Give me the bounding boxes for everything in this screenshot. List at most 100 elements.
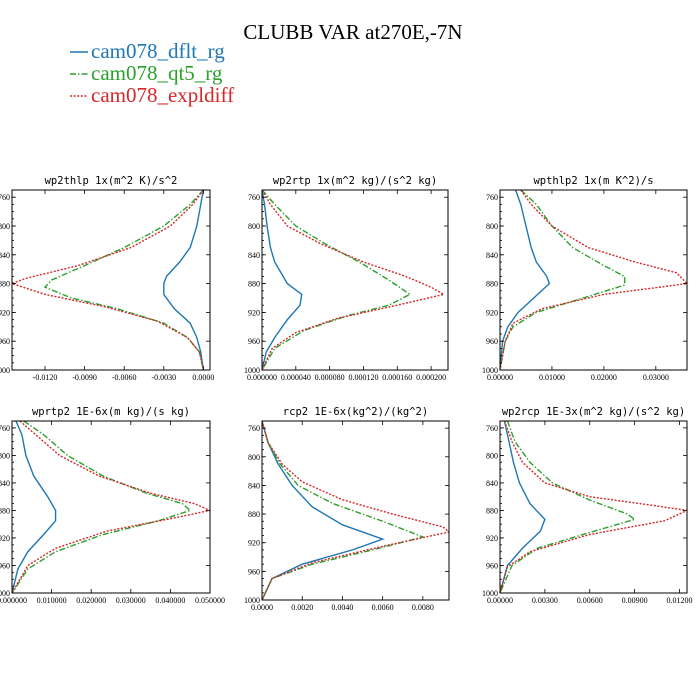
y-tick-label: 840 (248, 481, 260, 490)
y-tick-label: 840 (248, 251, 260, 260)
x-tick-label: 0.020000 (76, 596, 106, 605)
y-tick-label: 1000 (482, 366, 498, 375)
series-line-cam078_qt5_rg (12, 421, 192, 593)
x-tick-label: 0.0000 (192, 373, 214, 382)
x-tick-label: 0.010000 (37, 596, 67, 605)
x-tick-label: 0.0000 (251, 603, 273, 612)
panel-3: wpthlp2 1x(m K^2)/s 760 800 840 880 920 960 100… (482, 175, 688, 382)
y-tick-label: 1000 (0, 589, 10, 598)
panel-4: wprtp2 1E-6x(m kg)/(s kg) 760 800 840 880 920… (0, 406, 225, 605)
series-line-cam078_expldiff (500, 190, 687, 370)
y-tick-label: 880 (0, 280, 10, 289)
panel-title: wpthlp2 1x(m K^2)/s (533, 175, 653, 187)
y-tick-label: 920 (486, 308, 498, 317)
panel-title: wp2rcp 1E-3x(m^2 kg)/(s^2 kg) (502, 406, 685, 418)
y-tick-label: 920 (248, 539, 260, 548)
y-tick-label: 1000 (244, 596, 260, 605)
y-tick-label: 920 (0, 534, 10, 543)
series-line-cam078_dflt_rg (163, 190, 205, 370)
series-line-cam078_qt5_rg (500, 190, 626, 370)
y-tick-label: 800 (248, 222, 260, 231)
x-tick-label: 0.0020 (291, 603, 313, 612)
x-tick-label: 0.000120 (348, 373, 378, 382)
y-tick-label: 920 (248, 308, 260, 317)
panel-title: wprtp2 1E-6x(m kg)/(s kg) (32, 406, 190, 418)
series-line-cam078_expldiff (262, 190, 446, 370)
x-tick-label: 0.000080 (315, 373, 345, 382)
plot-frame (11, 420, 211, 594)
x-tick-label: 0.01000 (539, 373, 565, 382)
x-tick-label: 0.02000 (591, 373, 617, 382)
legend-entry: cam078_dflt_rg (70, 39, 225, 63)
x-tick-label: 0.000000 (247, 373, 277, 382)
x-tick-label: 0.000160 (382, 373, 412, 382)
x-tick-label: -0.0120 (33, 373, 58, 382)
x-tick-label: -0.0030 (151, 373, 176, 382)
series-line-cam078_dflt_rg (12, 421, 57, 593)
series-group (262, 421, 449, 600)
plot-frame (499, 420, 688, 594)
x-tick-label: 0.050000 (195, 596, 225, 605)
x-tick-label: -0.0090 (72, 373, 97, 382)
y-tick-label: 760 (0, 193, 10, 202)
series-line-cam078_qt5_rg (262, 190, 412, 370)
y-tick-label: 760 (486, 424, 498, 433)
x-tick-label: 0.0080 (412, 603, 434, 612)
series-group (500, 421, 687, 593)
y-tick-label: 840 (0, 251, 10, 260)
series-line-cam078_dflt_rg (262, 421, 385, 600)
y-tick-label: 960 (248, 337, 260, 346)
y-tick-label: 960 (486, 561, 498, 570)
series-group (500, 190, 687, 370)
y-tick-label: 960 (0, 337, 10, 346)
plot-panels: wp2thlp 1x(m^2 K)/s^2 760 800 840 880 920 960 1… (0, 175, 693, 612)
x-tick-label: 0.00900 (622, 596, 648, 605)
y-tick-label: 760 (248, 193, 260, 202)
panel-5: rcp2 1E-6x(kg^2)/(kg^2) 760 800 840 880 920 96… (244, 406, 450, 612)
x-tick-label: 0.00600 (577, 596, 603, 605)
x-tick-label: 0.01200 (667, 596, 693, 605)
series-line-cam078_expldiff (500, 421, 687, 593)
series-line-cam078_expldiff (262, 421, 449, 600)
y-tick-label: 960 (248, 567, 260, 576)
y-tick-label: 920 (486, 534, 498, 543)
y-tick-label: 1000 (0, 366, 10, 375)
plot-frame (261, 189, 449, 371)
panel-title: wp2rtp 1x(m^2 kg)/(s^2 kg) (273, 175, 437, 187)
y-tick-label: 840 (486, 479, 498, 488)
x-tick-label: 0.000000 (0, 596, 27, 605)
y-tick-label: 920 (0, 308, 10, 317)
x-tick-label: 0.00000 (487, 596, 513, 605)
series-line-cam078_qt5_rg (43, 190, 205, 370)
panel-2: wp2rtp 1x(m^2 kg)/(s^2 kg) 760 800 840 880 92… (244, 175, 449, 382)
legend-entry: cam078_qt5_rg (70, 61, 223, 85)
plot-frame (499, 189, 688, 371)
y-tick-label: 880 (0, 506, 10, 515)
y-tick-label: 800 (0, 222, 10, 231)
y-tick-label: 800 (0, 451, 10, 460)
x-tick-label: -0.0060 (112, 373, 137, 382)
panel-title: rcp2 1E-6x(kg^2)/(kg^2) (283, 406, 428, 418)
y-tick-label: 760 (248, 424, 260, 433)
y-tick-label: 800 (248, 453, 260, 462)
x-tick-label: 0.00300 (532, 596, 558, 605)
figure-title: CLUBB VAR at270E,-7N (243, 20, 462, 44)
x-tick-label: 0.000200 (416, 373, 446, 382)
series-line-cam078_dflt_rg (500, 421, 546, 593)
x-tick-label: 0.03000 (643, 373, 669, 382)
series-line-cam078_expldiff (12, 421, 210, 593)
plot-frame (261, 420, 450, 601)
panel-1: wp2thlp 1x(m^2 K)/s^2 760 800 840 880 920 960 1… (0, 175, 214, 382)
plot-frame (11, 189, 211, 371)
y-tick-label: 880 (486, 506, 498, 515)
y-tick-label: 760 (486, 193, 498, 202)
legend-label: cam078_dflt_rg (91, 39, 225, 63)
legend-entry: cam078_expldiff (70, 83, 234, 107)
y-tick-label: 760 (0, 424, 10, 433)
x-tick-label: 0.040000 (155, 596, 185, 605)
panel-title: wp2thlp 1x(m^2 K)/s^2 (45, 175, 178, 187)
y-tick-label: 960 (0, 561, 10, 570)
y-tick-label: 880 (248, 280, 260, 289)
series-line-cam078_dflt_rg (500, 190, 551, 370)
